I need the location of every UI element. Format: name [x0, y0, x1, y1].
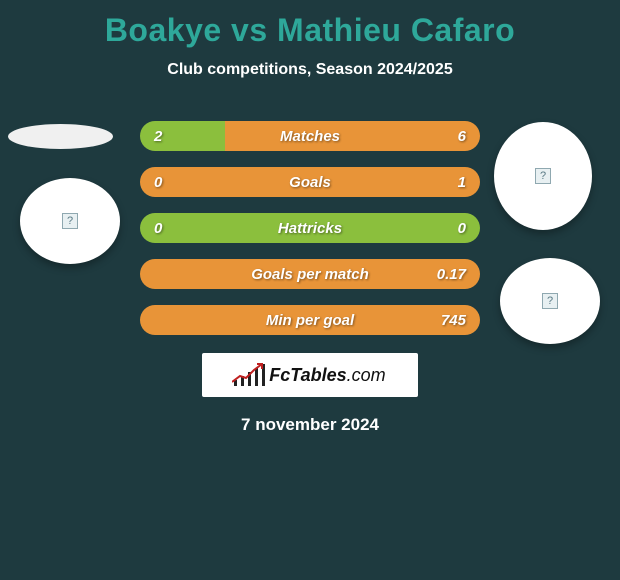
stat-right-value: 1: [458, 167, 466, 197]
stat-label: Min per goal: [140, 305, 480, 335]
page-subtitle: Club competitions, Season 2024/2025: [0, 61, 620, 79]
stat-right-value: 745: [441, 305, 466, 335]
player-image-placeholder-r1: ?: [494, 122, 592, 230]
question-icon: ?: [535, 168, 551, 184]
logo-text-light: .com: [347, 365, 386, 385]
stat-right-value: 0.17: [437, 259, 466, 289]
stat-row-mpg: Min per goal 745: [140, 305, 480, 335]
player-image-placeholder-tl: [8, 124, 113, 149]
fctables-logo: FcTables.com: [202, 353, 418, 397]
question-icon: ?: [542, 293, 558, 309]
stat-row-hattricks: 0 Hattricks 0: [140, 213, 480, 243]
stat-right-value: 6: [458, 121, 466, 151]
team-badge-left: ?: [20, 178, 120, 264]
stat-row-matches: 2 Matches 6: [140, 121, 480, 151]
date-label: 7 november 2024: [0, 415, 620, 435]
stat-label: Goals: [140, 167, 480, 197]
stat-label: Hattricks: [140, 213, 480, 243]
logo-text: FcTables.com: [269, 365, 385, 386]
stat-row-gpm: Goals per match 0.17: [140, 259, 480, 289]
stat-label: Goals per match: [140, 259, 480, 289]
page-title: Boakye vs Mathieu Cafaro: [0, 0, 620, 49]
logo-text-bold: FcTables: [269, 365, 346, 385]
logo-chart-icon: [234, 364, 265, 386]
question-icon: ?: [62, 213, 78, 229]
stat-label: Matches: [140, 121, 480, 151]
logo-trend-line-icon: [232, 362, 266, 384]
team-badge-right: ?: [500, 258, 600, 344]
stat-row-goals: 0 Goals 1: [140, 167, 480, 197]
stat-right-value: 0: [458, 213, 466, 243]
